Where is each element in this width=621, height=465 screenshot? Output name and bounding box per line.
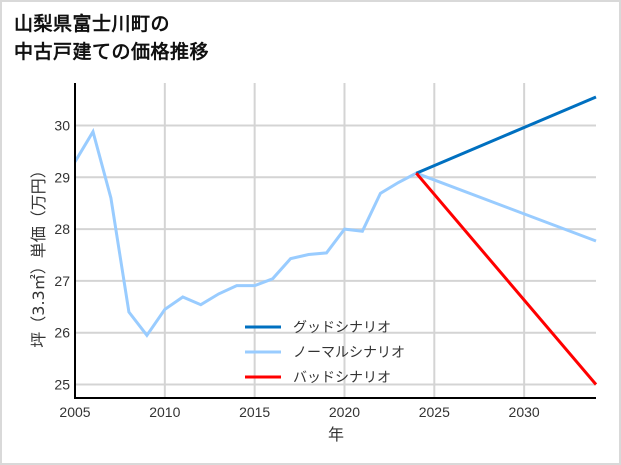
chart-title-line-1: 山梨県富士川町の xyxy=(14,13,171,35)
x-tick-label: 2005 xyxy=(59,404,90,420)
series-line xyxy=(415,172,598,386)
y-tick-label: 30 xyxy=(54,118,70,134)
x-tick-label: 2015 xyxy=(239,404,270,420)
y-tick-label: 27 xyxy=(54,273,70,289)
y-tick-label: 29 xyxy=(54,169,70,185)
x-tick-label: 2010 xyxy=(149,404,180,420)
legend-label: グッドシナリオ xyxy=(293,320,391,336)
series-line xyxy=(73,127,597,338)
data-series xyxy=(73,95,598,386)
legend-label: バッドシナリオ xyxy=(293,370,391,386)
x-axis-label: 年 xyxy=(328,425,344,444)
x-tick-label: 2020 xyxy=(329,404,360,420)
x-tick-label: 2030 xyxy=(509,404,540,420)
x-axis-ticks: 2005 2010 2015 2020 2025 2030 xyxy=(59,404,539,420)
y-tick-label: 26 xyxy=(54,325,70,341)
x-tick-label: 2025 xyxy=(419,404,450,420)
y-axis-ticks: 25 26 27 28 29 30 xyxy=(54,118,70,393)
y-axis-label: 坪（3.3㎡）単価（万円） xyxy=(29,162,48,347)
series-line xyxy=(415,95,597,175)
legend-label: ノーマルシナリオ xyxy=(293,345,405,361)
axes xyxy=(74,83,596,399)
y-tick-label: 25 xyxy=(54,377,70,393)
chart-title: 山梨県富士川町の 中古戸建ての価格推移 xyxy=(14,10,209,66)
y-tick-label: 28 xyxy=(54,221,70,237)
chart-title-line-2: 中古戸建ての価格推移 xyxy=(14,41,210,63)
